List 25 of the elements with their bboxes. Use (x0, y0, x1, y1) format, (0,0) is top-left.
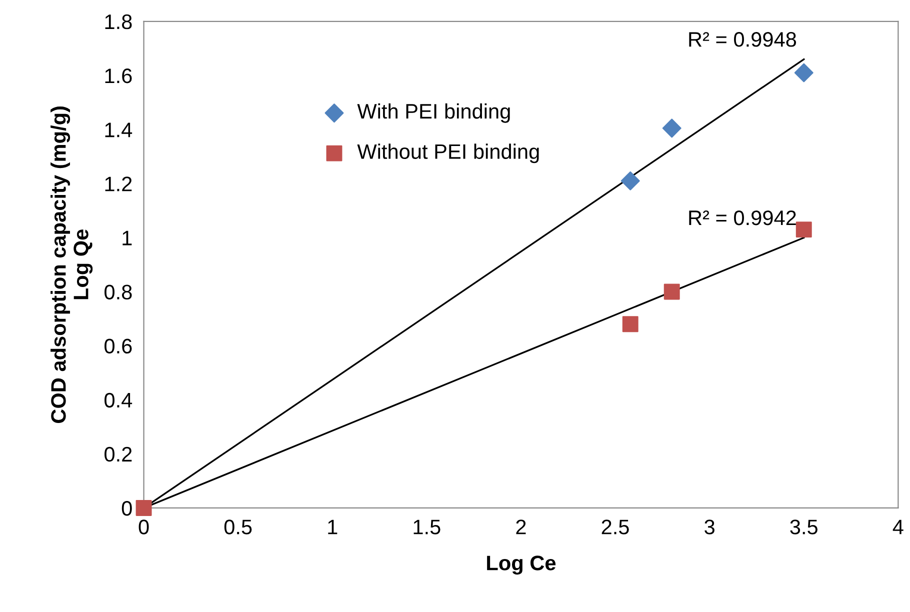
y-tick-label: 0.2 (104, 446, 132, 462)
x-tick-label: 3.5 (790, 520, 818, 534)
y-tick-label: 1.8 (105, 14, 132, 30)
annotation: R² = 0.9942 (689, 210, 796, 226)
x-tick-label: 1 (328, 520, 338, 534)
y-tick-label: 0.4 (104, 392, 132, 408)
x-tick-label: 0 (138, 520, 149, 534)
x-tick-label: 1.5 (414, 520, 440, 534)
x-tick-label: 2.5 (602, 520, 629, 534)
legend-label: Without PEI binding (357, 144, 539, 164)
annotation: R² = 0.9948 (689, 32, 796, 47)
legend-label: With PEI binding (357, 103, 510, 123)
y-tick-label: 1.2 (105, 176, 132, 192)
y-tick-label: 0.8 (104, 284, 132, 300)
x-axis-title: Log Ce (487, 556, 556, 575)
y-axis-title: COD adsorption capacity (mg/g) Log Qe (50, 106, 93, 423)
y-tick-label: 1.6 (105, 68, 132, 84)
x-tick-label: 4 (892, 520, 904, 534)
x-tick-label: 3 (704, 520, 714, 534)
x-tick-label: 2 (516, 520, 526, 534)
y-tick-label: 0 (122, 500, 132, 516)
x-tick-label: 0.5 (224, 520, 252, 534)
y-tick-label: 1.4 (105, 122, 132, 138)
y-tick-label: 1 (122, 230, 132, 246)
y-tick-label: 0.6 (104, 338, 132, 354)
